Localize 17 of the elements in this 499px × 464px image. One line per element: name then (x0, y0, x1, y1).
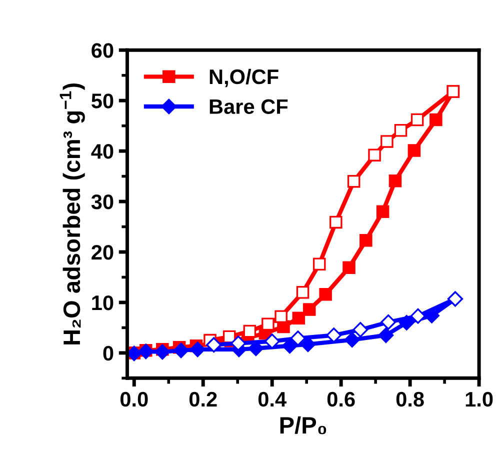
legend-label: N,O/CF (210, 68, 278, 88)
x-tick-label: 0.4 (258, 392, 286, 407)
x-axis-title: P/P₀ (280, 416, 326, 434)
y-tick-label: 10 (92, 295, 114, 310)
y-tick-label: 30 (91, 194, 114, 210)
legend-label: Bare CF (210, 99, 288, 114)
y-tick-label: 0 (103, 346, 114, 361)
y-axis-title: H₂O adsorbed (cm³ g$^{−1}$) (60, 83, 85, 344)
x-tick-label: 0.0 (120, 392, 148, 407)
y-tick-label: 60 (92, 43, 114, 58)
x-tick-label: 1.0 (466, 392, 493, 407)
y-tick-label: 20 (92, 244, 114, 260)
x-tick-label: 0.2 (189, 392, 217, 407)
y-tick-label: 40 (91, 144, 114, 159)
x-tick-label: 0.8 (396, 392, 424, 407)
y-tick-label: 50 (92, 94, 114, 108)
x-tick-label: 0.6 (327, 392, 355, 407)
